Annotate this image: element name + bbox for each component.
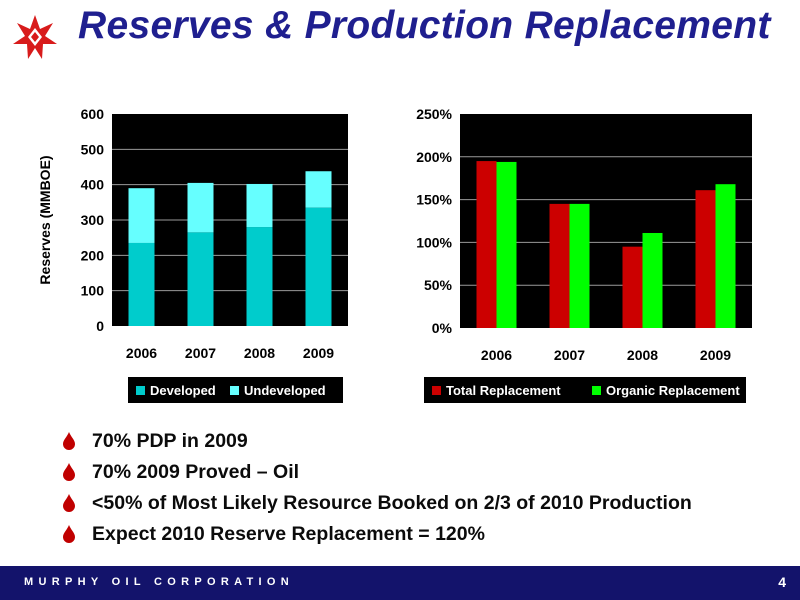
bar-organic-replacement [496,161,517,328]
bar-undeveloped [246,183,273,228]
x-tick-label: 2007 [554,347,585,363]
bullet-item: <50% of Most Likely Resource Booked on 2… [60,488,692,519]
bullet-text: 70% 2009 Proved – Oil [92,461,300,483]
bar-undeveloped [128,188,155,243]
bullet-item: 70% 2009 Proved – Oil [60,457,692,488]
slide-title: Reserves & Production Replacement [78,4,771,47]
bar-total-replacement [476,161,497,328]
bar-undeveloped [305,171,332,208]
x-tick-label: 2007 [185,345,216,361]
legend-label: Undeveloped [244,383,326,398]
y-axis-label: Reserves (MMBOE) [37,155,53,284]
legend-swatch [136,386,145,395]
page-number: 4 [778,574,786,590]
y-tick-label: 250% [416,106,452,122]
drop-bullet-icon [63,463,75,481]
drop-bullet-icon [63,525,75,543]
x-tick-label: 2006 [481,347,512,363]
bar-organic-replacement [642,232,663,328]
bar-total-replacement [549,203,570,328]
legend-swatch [432,386,441,395]
drop-bullet-icon [63,432,75,450]
y-tick-label: 400 [81,177,105,193]
bar-organic-replacement [715,184,736,328]
bullet-list: 70% PDP in 2009 70% 2009 Proved – Oil <5… [60,426,692,550]
legend-label: Developed [150,383,216,398]
bar-undeveloped [187,182,214,233]
y-tick-label: 0% [432,320,453,336]
bullet-item: Expect 2010 Reserve Replacement = 120% [60,519,692,550]
x-tick-label: 2008 [244,345,275,361]
y-tick-label: 600 [81,106,105,122]
bar-total-replacement [695,190,716,328]
y-tick-label: 300 [81,212,105,228]
bar-developed [246,227,273,326]
y-tick-label: 0 [96,318,104,334]
x-tick-label: 2008 [627,347,658,363]
y-tick-label: 200% [416,149,452,165]
drop-bullet-icon [63,494,75,512]
bar-total-replacement [622,246,643,328]
bullet-item: 70% PDP in 2009 [60,426,692,457]
x-tick-label: 2006 [126,345,157,361]
legend-label: Organic Replacement [606,383,740,398]
bar-organic-replacement [569,203,590,328]
bullet-text: 70% PDP in 2009 [92,430,248,452]
bullet-text: Expect 2010 Reserve Replacement = 120% [92,523,485,545]
y-tick-label: 500 [81,141,105,157]
bar-developed [187,232,214,326]
footer-bar: MURPHY OIL CORPORATION 4 [0,566,800,600]
y-tick-label: 100% [416,234,452,250]
footer-company: MURPHY OIL CORPORATION [24,576,294,588]
murphy-star-logo [13,15,57,59]
legend-swatch [592,386,601,395]
bar-developed [305,207,332,326]
y-tick-label: 200 [81,247,105,263]
bullet-text: <50% of Most Likely Resource Booked on 2… [92,492,692,514]
legend-swatch [230,386,239,395]
y-tick-label: 100 [81,283,105,299]
y-tick-label: 150% [416,192,452,208]
y-tick-label: 50% [424,277,453,293]
legend-label: Total Replacement [446,383,561,398]
bar-developed [128,242,155,326]
x-tick-label: 2009 [700,347,731,363]
legend-box [424,377,746,403]
x-tick-label: 2009 [303,345,334,361]
